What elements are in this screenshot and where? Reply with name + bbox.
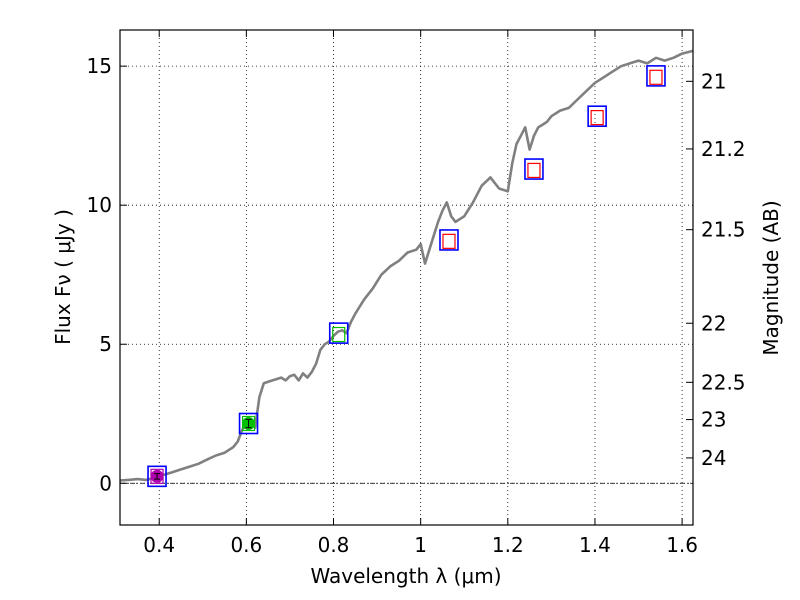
y2-tick-label: 23 [701, 408, 726, 432]
y2-tick-label: 22.5 [701, 370, 746, 394]
model-band-point [328, 322, 349, 344]
y-tick-label: 10 [87, 193, 112, 217]
model-band-point [587, 105, 607, 128]
sed-model-series [119, 49, 694, 482]
y2-tick-label: 24 [701, 446, 726, 470]
y-axis-label: Flux Fν ( μJy ) [51, 209, 75, 345]
x-tick-label: 0.4 [143, 533, 175, 557]
observed-point [527, 162, 541, 179]
y-tick-label: 15 [87, 54, 112, 78]
observed-point [590, 109, 604, 126]
x-tick-label: 0.6 [230, 533, 262, 557]
observed-point [442, 233, 456, 249]
photometry-markers [147, 65, 666, 488]
x-tick-label: 1 [414, 533, 427, 557]
plot-frame [119, 29, 694, 526]
y-tick-label: 0 [99, 471, 112, 495]
y2-tick-label: 21 [701, 69, 726, 93]
y-tick-label: 5 [99, 332, 112, 356]
model-band-point [147, 465, 167, 488]
x-axis-label: Wavelength λ (μm) [310, 564, 501, 588]
observed-point [332, 326, 346, 343]
x-tick-label: 1.4 [579, 533, 611, 557]
model-band-point [646, 65, 666, 87]
model-band-point [524, 158, 544, 180]
sed-model-line [119, 49, 694, 482]
model-band-point [439, 229, 459, 251]
y2-axis-label: Magnitude (AB) [759, 200, 783, 355]
grid-lines [120, 30, 693, 525]
tick-labels: 0.4 0.6 0.8 1 1.2 1.4 1.6 0 5 10 15 21 21.2 21.5 22 22.… [87, 54, 746, 557]
x-tick-label: 1.6 [666, 533, 698, 557]
x-tick-label: 1.2 [492, 533, 524, 557]
observed-point [649, 69, 663, 85]
model-band-point [238, 412, 259, 435]
x-tick-label: 0.8 [318, 533, 350, 557]
y2-tick-label: 22 [701, 311, 726, 335]
y2-tick-label: 21.2 [701, 137, 746, 161]
y2-tick-label: 21.5 [701, 218, 746, 242]
axis-ticks [120, 30, 693, 525]
